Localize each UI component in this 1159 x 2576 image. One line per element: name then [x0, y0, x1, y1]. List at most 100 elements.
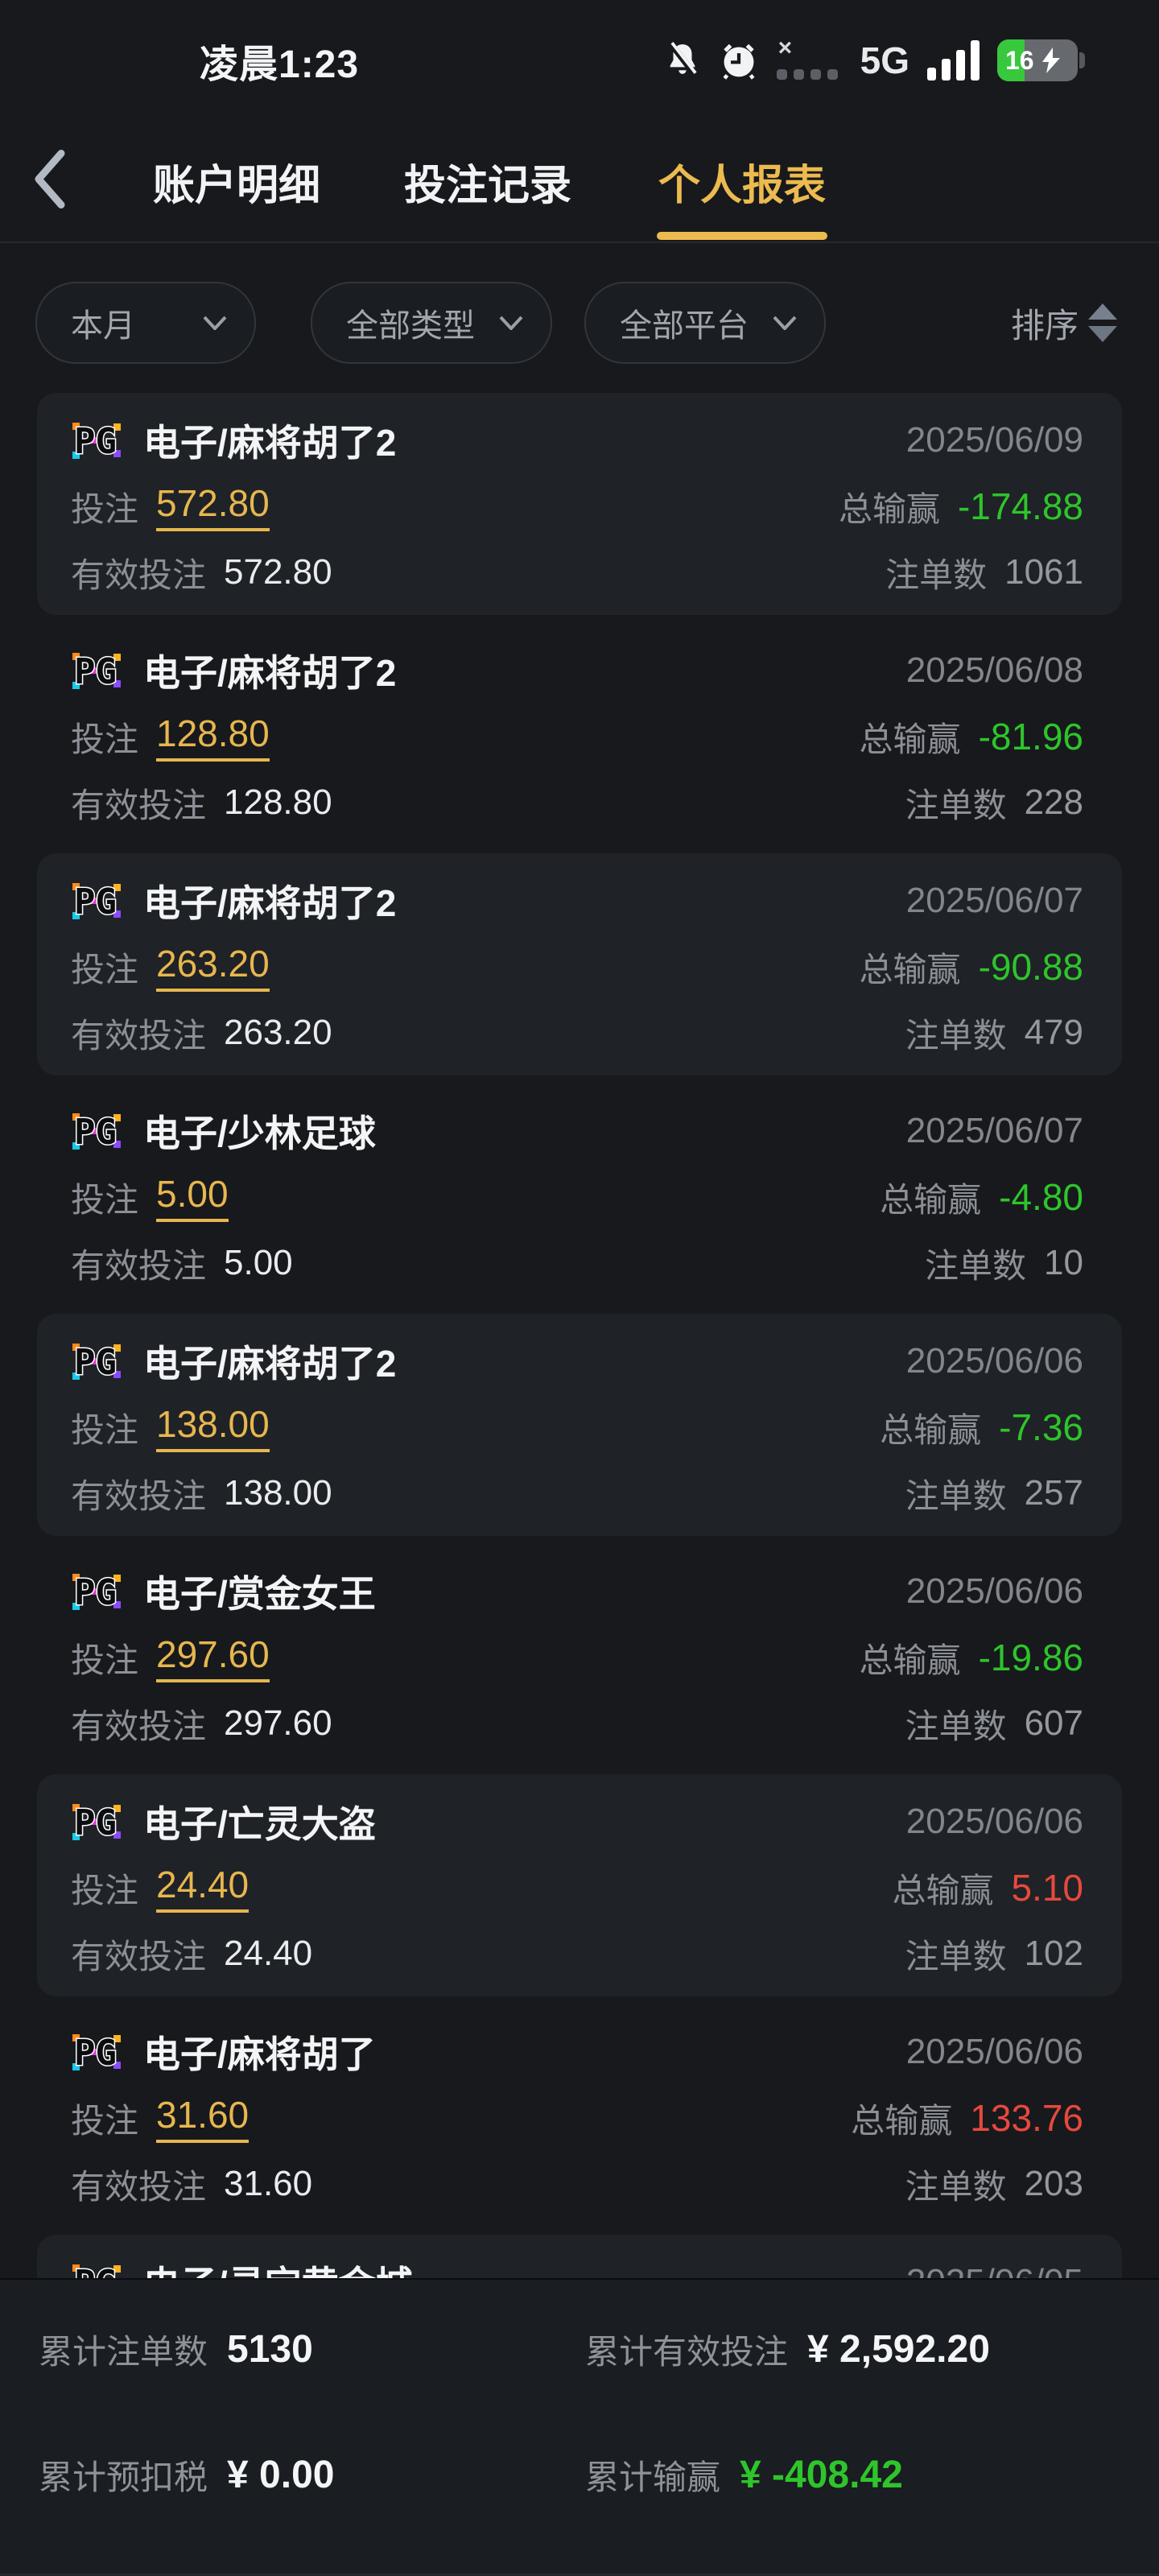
game-name: 电子/麻将胡了2	[143, 882, 397, 924]
record-date: 2025/06/07	[905, 881, 1083, 920]
bet-amount-link[interactable]: 138.00	[156, 1402, 270, 1452]
total-winloss-label: 总输赢	[851, 2101, 953, 2140]
total-bet-count-label: 累计注单数	[39, 2332, 208, 2371]
bet-count-label: 注单数	[905, 1016, 1007, 1055]
bet-amount-link[interactable]: 572.80	[156, 481, 270, 531]
valid-bet-label: 有效投注	[71, 786, 207, 824]
pg-provider-icon: PG	[71, 650, 122, 694]
report-list: PG 电子/麻将胡了2 2025/06/09 投注 572.80 总输赢 -17…	[0, 389, 1159, 2576]
bet-amount-link[interactable]: 24.40	[156, 1863, 250, 1913]
tab-bet-records[interactable]: 投注记录	[403, 162, 571, 209]
valid-bet-label: 有效投注	[71, 555, 207, 594]
bet-count-value: 10	[1044, 1243, 1083, 1282]
bet-count-value: 607	[1024, 1703, 1083, 1743]
bet-count-value: 1061	[1004, 552, 1083, 592]
bet-label: 投注	[71, 1871, 139, 1909]
bet-amount-link[interactable]: 128.80	[156, 712, 270, 762]
chevron-down-icon	[499, 316, 523, 330]
total-winloss-label: 总输赢	[838, 489, 940, 528]
battery-percent: 16	[1005, 45, 1034, 75]
report-card[interactable]: PG 电子/少林足球 2025/06/07 投注 5.00 总输赢 -4.80	[0, 1080, 1159, 1310]
total-winloss-label: 总输赢	[859, 950, 961, 989]
pg-provider-icon: PG	[71, 1110, 122, 1154]
game-name: 电子/亡灵大盗	[143, 1803, 376, 1845]
record-date: 2025/06/06	[905, 1341, 1083, 1381]
valid-bet-value: 572.80	[224, 552, 332, 592]
active-tab-underline	[657, 232, 827, 240]
bet-amount-link[interactable]: 297.60	[156, 1633, 270, 1682]
total-winloss-label: 总输赢	[880, 1410, 982, 1449]
bet-count-label: 注单数	[905, 1476, 1007, 1515]
valid-bet-label: 有效投注	[71, 1707, 207, 1745]
filter-bar: 本月 全部类型 全部平台 排序	[0, 282, 1159, 364]
back-icon[interactable]	[32, 149, 68, 214]
total-winloss-value: -81.96	[978, 716, 1083, 758]
game-name: 电子/麻将胡了	[143, 2033, 376, 2075]
valid-bet-value: 5.00	[224, 1243, 293, 1282]
svg-text:PG: PG	[74, 651, 117, 691]
card-background	[37, 853, 1122, 1075]
tab-personal-report[interactable]: 个人报表	[657, 121, 827, 242]
report-card[interactable]: PG 电子/麻将胡了2 2025/06/08 投注 128.80 总输赢 -81…	[0, 619, 1159, 849]
svg-text:PG: PG	[74, 1572, 117, 1612]
signal-bars-icon	[927, 40, 980, 80]
valid-bet-label: 有效投注	[71, 2167, 207, 2206]
bet-amount-link[interactable]: 5.00	[156, 1172, 229, 1222]
report-card[interactable]: PG 电子/亡灵大盗 2025/06/06 投注 24.40 总输赢 5.10	[0, 1770, 1159, 2000]
report-card[interactable]: PG 电子/麻将胡了2 2025/06/06 投注 138.00 总输赢 -7.…	[0, 1310, 1159, 1540]
total-valid-bet-value: ¥ 2,592.20	[807, 2327, 990, 2371]
report-card[interactable]: PG 电子/麻将胡了2 2025/06/09 投注 572.80 总输赢 -17…	[0, 389, 1159, 619]
period-filter-dropdown[interactable]: 本月	[35, 282, 256, 364]
platform-filter-dropdown[interactable]: 全部平台	[584, 282, 826, 364]
total-winloss-label: 总输赢	[880, 1180, 982, 1219]
bet-label: 投注	[71, 720, 139, 758]
report-card[interactable]: PG 电子/麻将胡了2 2025/06/07 投注 263.20 总输赢 -90…	[0, 849, 1159, 1080]
card-background	[37, 393, 1122, 615]
summary-footer: 累计注单数 5130 累计有效投注 ¥ 2,592.20 累计预扣税 ¥ 0.0…	[0, 2278, 1159, 2576]
charging-bolt-icon	[1041, 47, 1062, 73]
valid-bet-value: 128.80	[224, 782, 332, 822]
bet-count-value: 257	[1024, 1473, 1083, 1513]
valid-bet-value: 263.20	[224, 1013, 332, 1052]
total-winloss-label: 总输赢	[859, 1641, 961, 1679]
status-time: 凌晨1:23	[200, 43, 360, 86]
total-winloss-value: 5.10	[1011, 1867, 1083, 1909]
tab-account-detail[interactable]: 账户明细	[152, 162, 320, 209]
tab-bar: 账户明细 投注记录 个人报表	[0, 121, 1159, 243]
total-winloss-label: 累计输赢	[585, 2458, 721, 2496]
svg-text:PG: PG	[74, 881, 117, 922]
alarm-icon	[719, 40, 759, 80]
bet-label: 投注	[71, 489, 139, 528]
card-background	[37, 1774, 1122, 1996]
type-filter-dropdown[interactable]: 全部类型	[311, 282, 552, 364]
bet-count-value: 203	[1024, 2164, 1083, 2203]
svg-text:PG: PG	[74, 1342, 117, 1382]
battery-icon: 16	[997, 39, 1085, 81]
bet-count-value: 479	[1024, 1013, 1083, 1052]
report-card[interactable]: PG 电子/麻将胡了 2025/06/06 投注 31.60 总输赢 133.7…	[0, 2000, 1159, 2231]
valid-bet-label: 有效投注	[71, 1937, 207, 1975]
total-tax-value: ¥ 0.00	[227, 2453, 335, 2496]
bet-count-label: 注单数	[925, 1246, 1027, 1285]
bet-amount-link[interactable]: 263.20	[156, 942, 270, 992]
valid-bet-label: 有效投注	[71, 1016, 207, 1055]
chevron-down-icon	[203, 316, 227, 330]
bet-amount-link[interactable]: 31.60	[156, 2093, 250, 2143]
bet-count-value: 228	[1024, 782, 1083, 822]
total-winloss-value: -7.36	[999, 1406, 1083, 1448]
sort-button[interactable]: 排序	[1011, 299, 1119, 348]
bet-count-label: 注单数	[905, 1937, 1007, 1975]
svg-text:PG: PG	[74, 1112, 117, 1152]
total-tax-label: 累计预扣税	[39, 2458, 208, 2496]
record-date: 2025/06/08	[905, 650, 1083, 690]
total-winloss-value: -174.88	[957, 485, 1083, 527]
report-card[interactable]: PG 电子/赏金女王 2025/06/06 投注 297.60 总输赢 -19.…	[0, 1540, 1159, 1770]
bet-count-label: 注单数	[905, 786, 1007, 824]
pg-provider-icon: PG	[71, 1571, 122, 1615]
record-date: 2025/06/06	[905, 1571, 1083, 1611]
no-signal-icon: ×	[776, 35, 839, 81]
pg-provider-icon: PG	[71, 2031, 122, 2075]
record-date: 2025/06/09	[905, 420, 1083, 460]
notifications-muted-icon	[664, 40, 701, 80]
